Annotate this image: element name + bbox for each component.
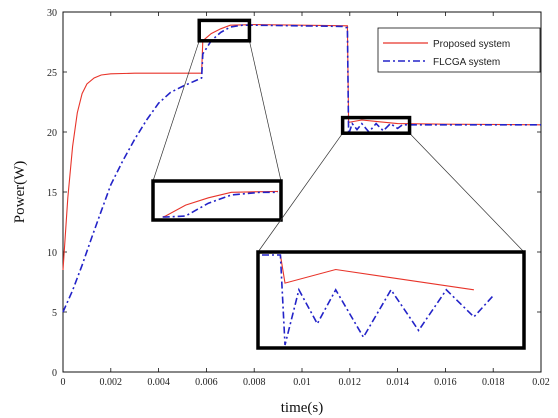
zoom-inset-step-series-line-1 — [162, 191, 278, 218]
zoom-inset-step-connector-right — [249, 40, 282, 182]
zoom-inset-oscillation-series-line-1 — [262, 254, 493, 346]
y-tick-label: 25 — [47, 68, 57, 79]
zoom-inset-oscillation — [256, 115, 526, 350]
y-tick-label: 10 — [47, 248, 57, 259]
legend-box — [377, 27, 541, 73]
zoom-inset-oscillation-series-line-0 — [279, 254, 474, 291]
zoom-inset-step-region-marker — [197, 18, 252, 43]
zoom-inset-oscillation-connector-right — [409, 132, 525, 253]
x-tick-label: 0.002 — [100, 377, 123, 388]
x-tick-label: 0.008 — [243, 377, 266, 388]
zoom-inset-oscillation-frame — [256, 250, 526, 350]
y-tick-label: 5 — [52, 308, 57, 319]
zoom-inset-oscillation-connector-left — [257, 132, 343, 253]
x-tick-label: 0.02 — [532, 377, 550, 388]
zoom-inset-oscillation-region-marker — [340, 115, 412, 135]
zoom-inset-step — [151, 18, 283, 222]
zoom-inset-step-connector-left — [152, 40, 200, 182]
x-tick-label: 0.004 — [147, 377, 170, 388]
legend-label-flcga: FLCGA system — [433, 57, 500, 68]
x-tick-label: 0.01 — [293, 377, 311, 388]
series-line-1 — [62, 24, 541, 313]
legend-label-proposed: Proposed system — [433, 39, 510, 50]
zoom-insets — [151, 18, 526, 350]
y-tick-label: 15 — [47, 188, 57, 199]
zoom-inset-step-background — [153, 181, 281, 220]
y-tick-label: 20 — [47, 128, 57, 139]
x-axis-label: time(s) — [281, 400, 324, 416]
y-tick-label: 30 — [47, 8, 57, 19]
x-tick-label: 0.018 — [482, 377, 505, 388]
x-tick-label: 0.006 — [195, 377, 218, 388]
x-tick-label: 0.016 — [434, 377, 457, 388]
y-axis-label: Power(W) — [12, 161, 28, 223]
y-tick-label: 0 — [52, 368, 57, 379]
legend: Proposed system FLCGA system — [377, 27, 541, 73]
x-tick-label: 0.012 — [339, 377, 362, 388]
zoom-inset-step-frame — [151, 179, 283, 222]
series-line-0 — [62, 24, 542, 271]
x-tick-label: 0 — [61, 377, 66, 388]
series-lines — [62, 24, 542, 313]
zoom-inset-step-series-line-0 — [162, 190, 279, 218]
x-tick-label: 0.014 — [386, 377, 409, 388]
zoom-inset-oscillation-background — [258, 252, 524, 348]
axis-ticks: 0 0.002 0.004 0.006 0.008 0.01 0.012 0.014 0.016… — [47, 8, 550, 388]
